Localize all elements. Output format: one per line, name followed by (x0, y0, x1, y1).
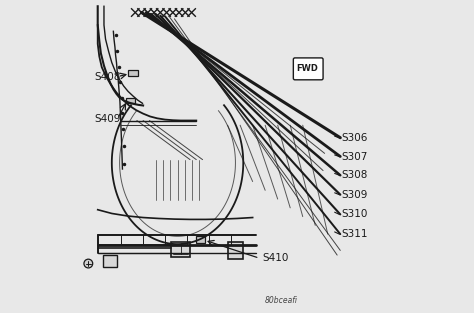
FancyBboxPatch shape (293, 58, 323, 80)
Circle shape (84, 259, 93, 268)
Text: S410: S410 (262, 253, 288, 263)
Text: S307: S307 (342, 151, 368, 162)
Text: S409: S409 (95, 114, 121, 124)
Text: 80bceafi: 80bceafi (264, 296, 297, 305)
Text: S311: S311 (342, 229, 368, 239)
FancyBboxPatch shape (196, 236, 205, 243)
FancyBboxPatch shape (171, 242, 190, 257)
FancyBboxPatch shape (126, 98, 135, 103)
Text: S308: S308 (342, 170, 368, 180)
Text: S310: S310 (342, 209, 368, 219)
Text: S408: S408 (95, 72, 121, 82)
FancyBboxPatch shape (128, 70, 138, 76)
FancyBboxPatch shape (103, 255, 117, 267)
Text: FWD: FWD (296, 64, 318, 73)
Text: S306: S306 (342, 133, 368, 143)
Text: S309: S309 (342, 190, 368, 200)
FancyBboxPatch shape (228, 242, 243, 259)
